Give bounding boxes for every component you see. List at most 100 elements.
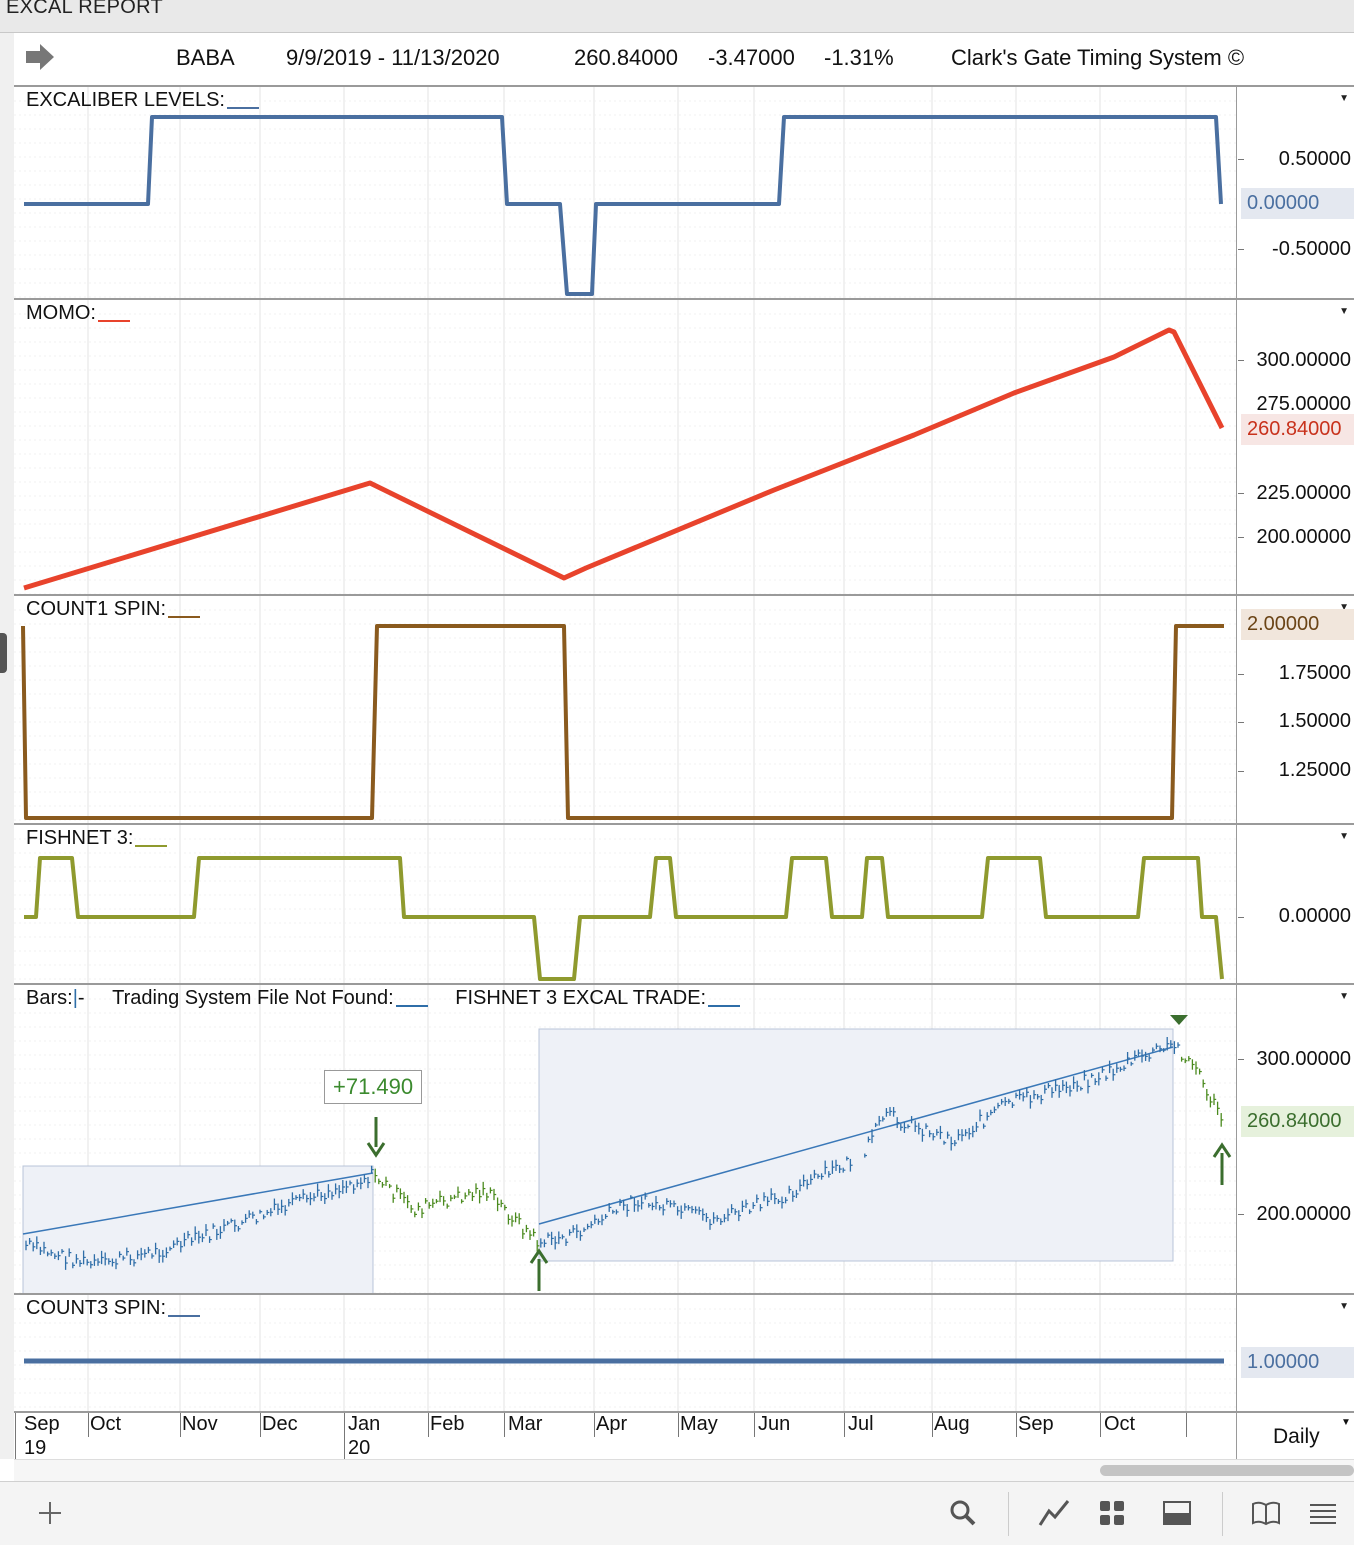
month-label: Oct [90,1413,122,1435]
count3-axis: ▼ 1.00000 [1236,1295,1354,1413]
month-label: Jul [848,1413,874,1435]
fishnet-axis: ▼ 0.00000 [1236,825,1354,985]
chevron-down-icon[interactable]: ▼ [1339,93,1349,104]
excaliber-plot[interactable]: EXCALIBER LEVELS: [14,87,1236,300]
tick-label: 0.50000 [1278,148,1351,170]
tick-label: -0.50000 [1272,238,1351,260]
system-name: Clark's Gate Timing System © [951,45,1245,70]
fishnet-plot[interactable]: FISHNET 3: [14,825,1236,985]
arrow-right-icon[interactable] [24,39,64,79]
tick-label: 300.00000 [1256,1048,1351,1070]
fishnet-panel[interactable]: FISHNET 3: ▼ 0.00000 [14,823,1354,985]
tick-label: 1.25000 [1278,759,1351,781]
count3-line [24,1358,1224,1364]
fishnet-title: FISHNET 3: [26,827,168,850]
time-axis[interactable]: Sep Oct Nov Dec Jan Feb Mar Apr May Jun Jul Aug Sep O… [14,1411,1354,1461]
count1-spin-panel[interactable]: COUNT1 SPIN: ▼ 2.00000 1.75000 1.50000 1… [14,594,1354,825]
tick-label: 0.00000 [1278,905,1351,927]
month-label: Aug [934,1413,970,1435]
price-axis: ▼ 300.00000 260.84000 200.00000 [1236,985,1354,1295]
excaliber-axis: ▼ 0.50000 0.00000 -0.50000 [1236,87,1354,300]
count3-spin-panel[interactable]: COUNT3 SPIN: ▼ 1.00000 [14,1293,1354,1413]
add-icon[interactable] [34,1498,66,1528]
last-price: 260.84000 [574,45,678,70]
symbol-label: BABA [176,45,235,70]
momo-line [23,327,1225,591]
month-label: Oct [1104,1413,1136,1435]
tick-label: 225.00000 [1256,482,1351,504]
count3-title: COUNT3 SPIN: [26,1297,201,1320]
date-range: 9/9/2019 - 11/13/2020 [286,45,500,70]
scrollbar-thumb[interactable] [1100,1465,1354,1476]
month-label: Sep [24,1413,60,1435]
month-label: Jan [348,1413,381,1435]
current-value-badge: 1.00000 [1241,1347,1354,1378]
price-plot[interactable]: Bars:|- Trading System File Not Found: F… [14,985,1236,1295]
search-icon[interactable] [946,1498,980,1528]
count1-title: COUNT1 SPIN: [26,598,201,621]
count1-plot[interactable]: COUNT1 SPIN: [14,596,1236,825]
arrow-down-icon [366,1117,386,1158]
chevron-down-icon[interactable]: ▼ [1341,1417,1351,1428]
current-value-badge: 2.00000 [1241,609,1354,640]
count3-plot[interactable]: COUNT3 SPIN: [14,1295,1236,1413]
chevron-down-icon[interactable]: ▼ [1339,306,1349,317]
fishnet-grid [14,825,1236,985]
month-label: Sep [1018,1413,1054,1435]
year-label: 19 [24,1437,47,1459]
bars-title: Bars:|- Trading System File Not Found: F… [26,987,741,1010]
chevron-down-icon[interactable]: ▼ [1339,831,1349,842]
current-value-badge: 260.84000 [1241,414,1354,445]
trade-zone-2 [538,1028,1174,1262]
window-title: EXCAL REPORT [6,0,163,18]
tick-label: 200.00000 [1256,1203,1351,1225]
month-label: Jun [758,1413,791,1435]
channel-line-1 [22,1172,374,1235]
excaliber-levels-panel[interactable]: EXCALIBER LEVELS: ▼ 0.50000 0.00000 -0.5… [14,85,1354,300]
chevron-down-icon[interactable]: ▼ [1339,1301,1349,1312]
fishnet-line [24,856,1224,981]
trade-zone-1 [22,1165,374,1295]
chart-header: BABA 9/9/2019 - 11/13/2020 260.84000 -3.… [14,33,1354,85]
line-chart-icon[interactable] [1036,1498,1072,1528]
chevron-down-icon[interactable]: ▼ [1339,602,1349,613]
current-value-badge: 0.00000 [1241,188,1354,219]
tick-label: 300.00000 [1256,349,1351,371]
month-label: Apr [596,1413,628,1435]
month-label: Dec [262,1413,298,1435]
tick-label: 275.00000 [1256,393,1351,415]
price-bars-panel[interactable]: Bars:|- Trading System File Not Found: F… [14,983,1354,1295]
count1-line [21,624,1224,820]
month-label: Nov [182,1413,218,1435]
momo-title: MOMO: [26,302,130,325]
tick-label: 1.50000 [1278,710,1351,732]
count3-grid [14,1295,1236,1413]
price-change: -3.47000 [708,45,795,70]
excaliber-title: EXCALIBER LEVELS: [26,89,259,112]
ohlc-bars [25,1037,1224,1270]
price-chart [22,1015,1232,1295]
momo-axis: ▼ 300.00000 275.00000 260.84000 225.0000… [1236,300,1354,596]
momo-plot[interactable]: MOMO: [14,300,1236,596]
current-value-badge: 260.84000 [1241,1106,1354,1137]
arrow-up-icon [529,1248,549,1291]
count1-axis: ▼ 2.00000 1.75000 1.50000 1.25000 [1236,596,1354,825]
trade-result-label: +71.490 [324,1070,423,1104]
chevron-down-icon[interactable]: ▼ [1339,991,1349,1002]
month-label: Feb [430,1413,465,1435]
splitter-handle[interactable] [0,633,7,673]
month-label: Mar [508,1413,543,1435]
window-titlebar: EXCAL REPORT [0,0,1354,33]
book-icon[interactable] [1248,1498,1284,1528]
excaliber-line [24,115,1223,296]
period-selector[interactable]: Daily ▼ [1236,1413,1354,1461]
tick-label: 1.75000 [1278,662,1351,684]
left-splitter[interactable] [0,33,15,1459]
grid-icon[interactable] [1096,1498,1128,1528]
momo-panel[interactable]: MOMO: ▼ 300.00000 275.00000 260.84000 22… [14,298,1354,596]
menu-icon[interactable] [1306,1498,1340,1528]
horizontal-scrollbar[interactable] [14,1459,1354,1482]
percent-change: -1.31% [824,45,894,70]
year-label: 20 [348,1437,371,1459]
panel-icon[interactable] [1160,1498,1194,1528]
